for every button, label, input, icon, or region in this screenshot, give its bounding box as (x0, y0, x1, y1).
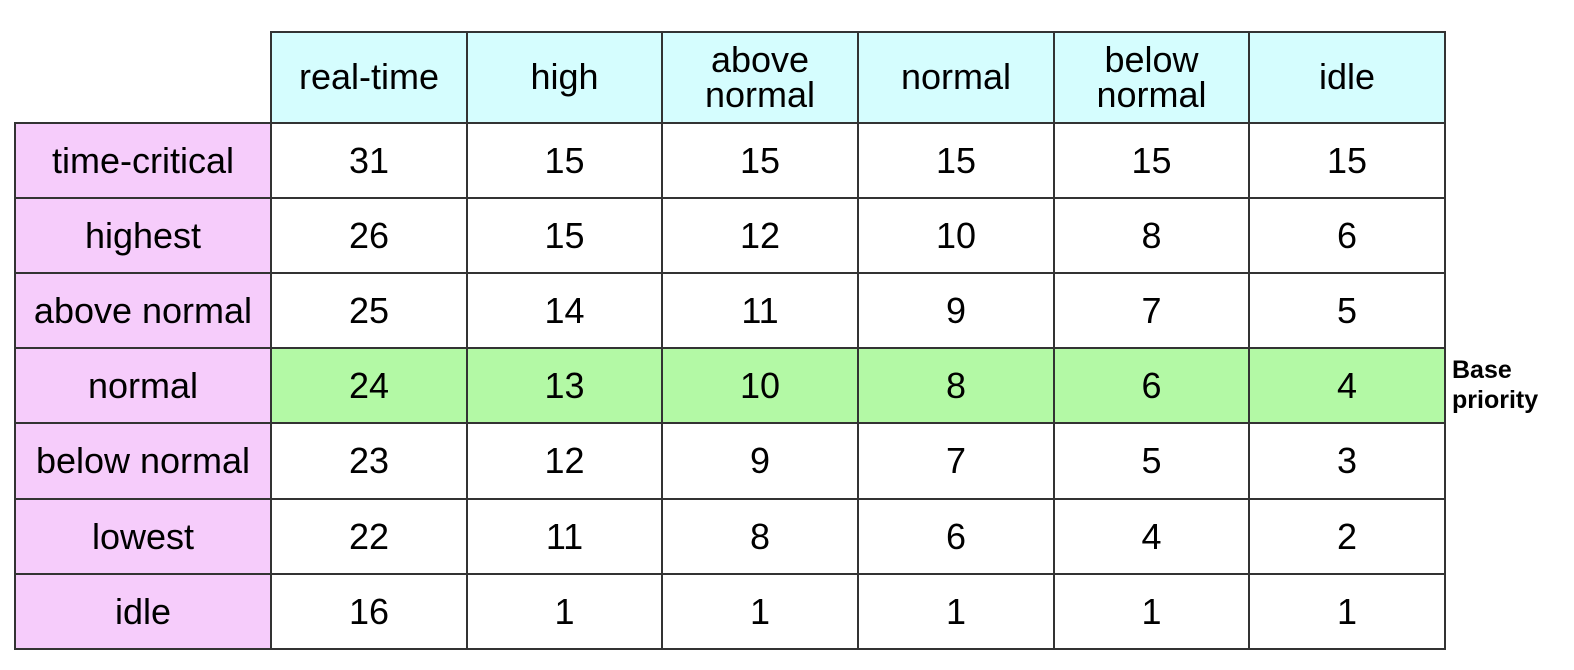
priority-value-cell: 25 (270, 272, 468, 349)
priority-value-cell: 4 (1053, 498, 1250, 575)
priority-value-cell: 14 (466, 272, 663, 349)
priority-value-cell: 2 (1248, 498, 1446, 575)
priority-value-cell: 1 (1248, 573, 1446, 650)
priority-value-cell: 23 (270, 422, 468, 500)
priority-value-cell: 1 (466, 573, 663, 650)
priority-value-cell: 11 (661, 272, 859, 349)
priority-value-cell: 31 (270, 122, 468, 199)
column-header: idle (1248, 31, 1446, 124)
priority-value-cell: 11 (466, 498, 663, 575)
priority-value-cell: 12 (466, 422, 663, 500)
column-header: real-time (270, 31, 468, 124)
priority-value-cell: 12 (661, 197, 859, 274)
priority-value-cell: 15 (857, 122, 1055, 199)
priority-value-cell: 9 (857, 272, 1055, 349)
priority-value-cell: 6 (1248, 197, 1446, 274)
priority-value-cell: 15 (1248, 122, 1446, 199)
priority-value-cell: 1 (1053, 573, 1250, 650)
priority-value-cell: 9 (661, 422, 859, 500)
priority-value-cell: 5 (1053, 422, 1250, 500)
priority-value-cell: 8 (1053, 197, 1250, 274)
column-header: above normal (661, 31, 859, 124)
row-header: idle (14, 573, 272, 650)
column-header: below normal (1053, 31, 1250, 124)
priority-value-cell: 5 (1248, 272, 1446, 349)
base-priority-cell: 4 (1248, 347, 1446, 424)
row-header: below normal (14, 422, 272, 500)
base-priority-cell: 6 (1053, 347, 1250, 424)
base-priority-cell: 8 (857, 347, 1055, 424)
row-header: normal (14, 347, 272, 424)
priority-value-cell: 8 (661, 498, 859, 575)
priority-value-cell: 15 (466, 197, 663, 274)
priority-value-cell: 16 (270, 573, 468, 650)
row-header: highest (14, 197, 272, 274)
priority-value-cell: 26 (270, 197, 468, 274)
priority-value-cell: 7 (1053, 272, 1250, 349)
base-priority-label: Base priority (1452, 356, 1539, 414)
priority-value-cell: 3 (1248, 422, 1446, 500)
column-header: high (466, 31, 663, 124)
priority-value-cell: 7 (857, 422, 1055, 500)
priority-value-cell: 15 (661, 122, 859, 199)
base-priority-cell: 13 (466, 347, 663, 424)
priority-value-cell: 15 (466, 122, 663, 199)
column-header: normal (857, 31, 1055, 124)
priority-value-cell: 15 (1053, 122, 1250, 199)
priority-value-cell: 1 (661, 573, 859, 650)
base-priority-cell: 24 (270, 347, 468, 424)
priority-value-cell: 10 (857, 197, 1055, 274)
row-header: time-critical (14, 122, 272, 199)
priority-value-cell: 1 (857, 573, 1055, 650)
priority-value-cell: 6 (857, 498, 1055, 575)
row-header: lowest (14, 498, 272, 575)
base-priority-cell: 10 (661, 347, 859, 424)
row-header: above normal (14, 272, 272, 349)
priority-value-cell: 22 (270, 498, 468, 575)
